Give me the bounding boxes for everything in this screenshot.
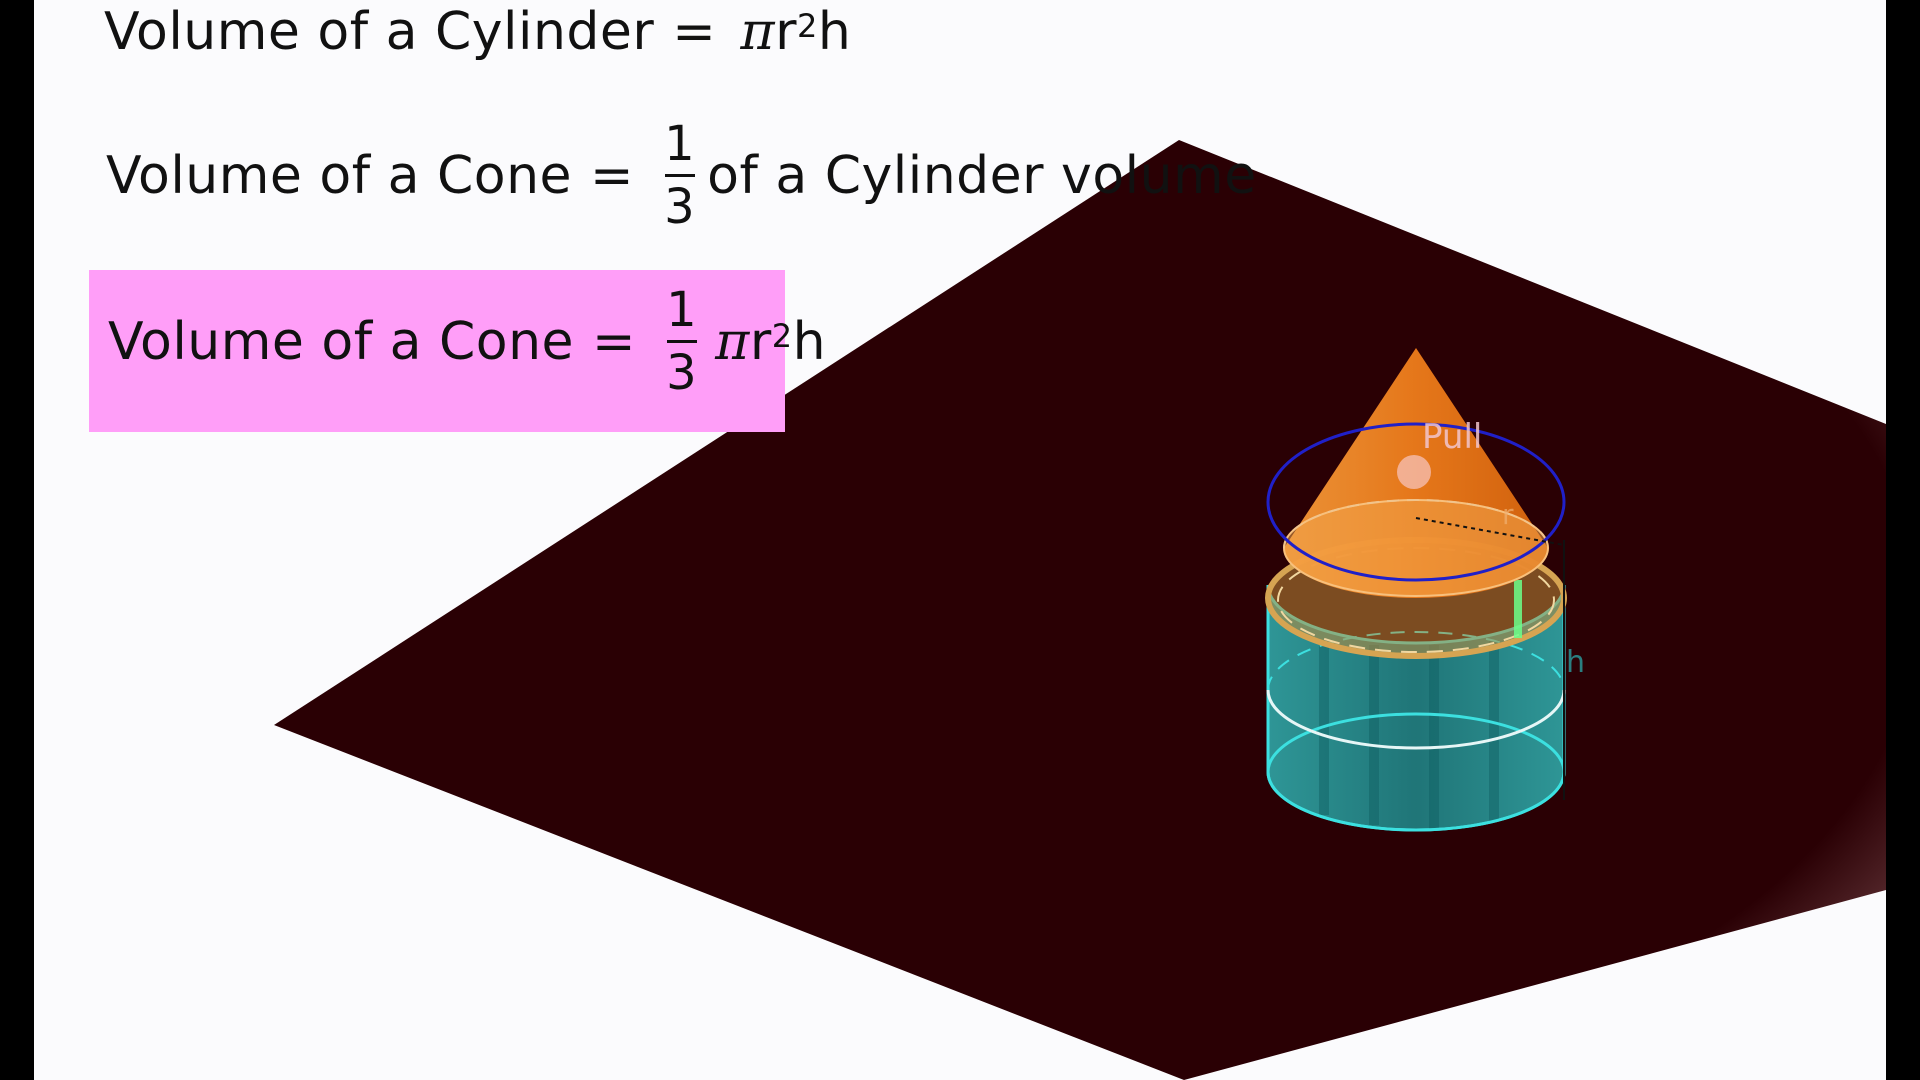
pull-point[interactable]: [1397, 455, 1431, 489]
scene-3d[interactable]: Pull r h: [34, 0, 1886, 1080]
fraction-numerator: 1: [666, 282, 698, 338]
pi-symbol: π: [740, 2, 776, 62]
height-label: h: [1566, 645, 1585, 680]
cylinder-top-circle: [1266, 422, 1566, 582]
height-symbol: h: [817, 2, 852, 62]
exponent: 2: [771, 316, 793, 355]
pi-symbol: π: [715, 311, 750, 372]
pull-label: Pull: [1422, 417, 1482, 457]
ground-plane: [274, 140, 1886, 1080]
cylinder-volume-formula: Volume of a Cylinder = π r 2 h: [104, 2, 851, 62]
cylinder-mid-line: [1266, 689, 1566, 750]
radius-segment: [1415, 517, 1565, 546]
equals-sign: =: [590, 145, 635, 206]
cylinder-bottom-back-dashed: [1267, 713, 1565, 773]
radius-label: r: [1502, 498, 1514, 531]
fraction-bar: [664, 174, 695, 177]
fill-level-indicator: [1514, 580, 1522, 638]
exponent: 2: [796, 7, 818, 45]
fraction-denominator: 3: [664, 179, 696, 235]
equals-sign: =: [592, 311, 637, 372]
formula-rhs: of a Cylinder volume: [707, 145, 1257, 206]
formula-lhs: Volume of a Cone: [106, 145, 573, 206]
cone-volume-formula: Volume of a Cone = 1 3 π r 2 h: [108, 286, 826, 397]
cone-base-dashed: [1283, 499, 1549, 549]
fraction-bar: [666, 340, 697, 343]
equals-sign: =: [672, 2, 717, 62]
formula-lhs: Volume of a Cylinder: [104, 2, 655, 62]
fraction-denominator: 3: [666, 345, 698, 401]
cone-fraction-formula: Volume of a Cone = 1 3 of a Cylinder vol…: [106, 120, 1257, 231]
fraction-numerator: 1: [664, 116, 696, 172]
radius-symbol: r: [749, 311, 772, 372]
height-symbol: h: [792, 311, 827, 372]
radius-symbol: r: [775, 2, 797, 62]
fraction: 1 3: [660, 120, 699, 231]
formula-lhs: Volume of a Cone: [108, 311, 575, 372]
geogebra-3d-view[interactable]: Pull r h Volume of a Cylinder = π r 2 h …: [34, 0, 1886, 1080]
fraction: 1 3: [662, 286, 701, 397]
formula-highlight-box: [89, 270, 785, 432]
